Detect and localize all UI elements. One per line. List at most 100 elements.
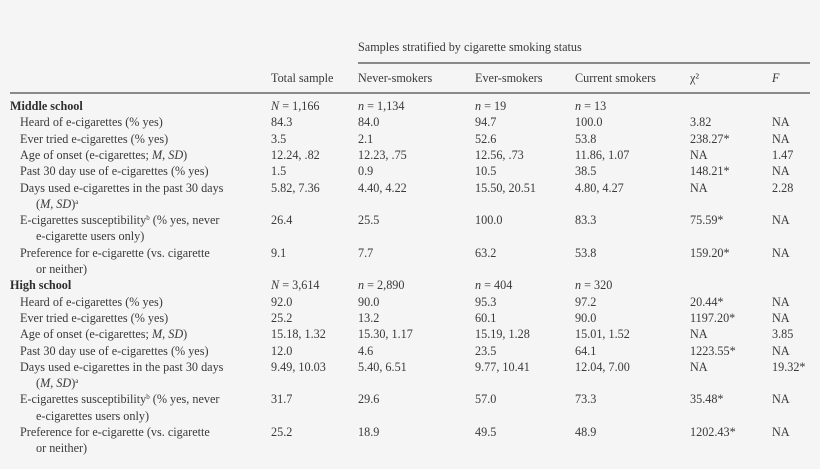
cell-total: 31.7 — [271, 392, 293, 406]
cell-f: NA — [772, 311, 790, 325]
cell-total: 26.4 — [271, 213, 293, 227]
cell-never-smokers: 84.0 — [358, 115, 380, 129]
cell-never-smokers: 0.9 — [358, 164, 374, 178]
section-title: High school — [10, 278, 72, 292]
cell-f: NA — [772, 115, 790, 129]
cell-ever-smokers: 10.5 — [475, 164, 497, 178]
col-header-total: Total sample — [271, 71, 334, 85]
col-header-chi2: χ² — [690, 71, 700, 85]
cell-chi2: 159.20* — [690, 246, 730, 260]
cell-never-smokers: 18.9 — [358, 425, 380, 439]
row-label: Ever tried e-cigarettes (% yes) — [20, 132, 169, 146]
cell-chi2: NA — [690, 360, 708, 374]
cell-ever-smokers: 15.50, 20.51 — [475, 181, 536, 195]
cell-f: NA — [772, 246, 790, 260]
col-header-f: F — [772, 71, 780, 85]
cell-never-smokers: 2.1 — [358, 132, 374, 146]
row-label: E-cigarettes susceptibilityb (% yes, nev… — [20, 392, 220, 406]
row-label-continued: (M, SD)a — [36, 197, 79, 211]
cell-total: 25.2 — [271, 311, 293, 325]
cell-never-smokers: 5.40, 6.51 — [358, 360, 407, 374]
cell-current-smokers: 83.3 — [575, 213, 597, 227]
cell-f: 2.28 — [772, 181, 794, 195]
section-title: Middle school — [10, 99, 83, 113]
cell-ever-smokers: 63.2 — [475, 246, 497, 260]
n-current-smokers: n = 320 — [575, 278, 613, 292]
cell-total: 12.24, .82 — [271, 148, 320, 162]
cell-f: NA — [772, 344, 790, 358]
n-ever-smokers: n = 404 — [475, 278, 513, 292]
cell-current-smokers: 12.04, 7.00 — [575, 360, 630, 374]
cell-current-smokers: 4.80, 4.27 — [575, 181, 624, 195]
cell-never-smokers: 90.0 — [358, 295, 380, 309]
row-label: Age of onset (e-cigarettes; M, SD) — [20, 148, 188, 162]
n-current-smokers: n = 13 — [575, 99, 607, 113]
row-label: Age of onset (e-cigarettes; M, SD) — [20, 327, 188, 341]
cell-total: 92.0 — [271, 295, 293, 309]
cell-current-smokers: 48.9 — [575, 425, 597, 439]
cell-f: NA — [772, 425, 790, 439]
cell-current-smokers: 11.86, 1.07 — [575, 148, 630, 162]
row-label: Preference for e-cigarette (vs. cigarett… — [20, 246, 210, 260]
row-label: Heard of e-cigarettes (% yes) — [20, 115, 163, 129]
cell-current-smokers: 73.3 — [575, 392, 597, 406]
row-label-continued: e-cigarettes users only) — [36, 409, 150, 423]
cell-chi2: 35.48* — [690, 392, 724, 406]
cell-total: 5.82, 7.36 — [271, 181, 320, 195]
col-header-current: Current smokers — [575, 71, 656, 85]
cell-never-smokers: 25.5 — [358, 213, 380, 227]
n-never-smokers: n = 2,890 — [358, 278, 405, 292]
cell-f: NA — [772, 132, 790, 146]
cell-ever-smokers: 15.19, 1.28 — [475, 327, 530, 341]
row-label-continued: (M, SD)a — [36, 376, 79, 390]
cell-f: NA — [772, 164, 790, 178]
cell-chi2: 1223.55* — [690, 344, 736, 358]
cell-chi2: 3.82 — [690, 115, 712, 129]
cell-never-smokers: 12.23, .75 — [358, 148, 407, 162]
cell-f: NA — [772, 295, 790, 309]
cell-ever-smokers: 95.3 — [475, 295, 497, 309]
spanner-rule — [358, 62, 810, 64]
cell-current-smokers: 90.0 — [575, 311, 597, 325]
cell-ever-smokers: 94.7 — [475, 115, 497, 129]
cell-ever-smokers: 100.0 — [475, 213, 503, 227]
n-never-smokers: n = 1,134 — [358, 99, 405, 113]
cell-chi2: 20.44* — [690, 295, 724, 309]
cell-never-smokers: 15.30, 1.17 — [358, 327, 413, 341]
cell-f: 3.85 — [772, 327, 794, 341]
cell-never-smokers: 7.7 — [358, 246, 374, 260]
cell-chi2: NA — [690, 327, 708, 341]
row-label: Heard of e-cigarettes (% yes) — [20, 295, 163, 309]
cell-chi2: 148.21* — [690, 164, 730, 178]
n-total: N = 1,166 — [271, 99, 320, 113]
cell-current-smokers: 64.1 — [575, 344, 597, 358]
cell-total: 84.3 — [271, 115, 293, 129]
cell-chi2: NA — [690, 181, 708, 195]
row-label: E-cigarettes susceptibilityb (% yes, nev… — [20, 213, 220, 227]
cell-current-smokers: 100.0 — [575, 115, 603, 129]
cell-total: 1.5 — [271, 164, 287, 178]
cell-ever-smokers: 12.56, .73 — [475, 148, 524, 162]
cell-chi2: 1202.43* — [690, 425, 736, 439]
cell-f: NA — [772, 213, 790, 227]
cell-chi2: NA — [690, 148, 708, 162]
row-label-continued: e-cigarette users only) — [36, 229, 145, 243]
cell-never-smokers: 4.6 — [358, 344, 374, 358]
cell-ever-smokers: 49.5 — [475, 425, 497, 439]
row-label: Preference for e-cigarette (vs. cigarett… — [20, 425, 210, 439]
row-label: Past 30 day use of e-cigarettes (% yes) — [20, 344, 209, 358]
cell-never-smokers: 13.2 — [358, 311, 380, 325]
spanner-header: Samples stratified by cigarette smoking … — [358, 40, 582, 54]
cell-ever-smokers: 57.0 — [475, 392, 497, 406]
col-header-never: Never-smokers — [358, 71, 433, 85]
header-rule — [10, 92, 810, 94]
cell-current-smokers: 97.2 — [575, 295, 597, 309]
cell-ever-smokers: 52.6 — [475, 132, 497, 146]
cell-current-smokers: 53.8 — [575, 132, 597, 146]
row-label: Days used e-cigarettes in the past 30 da… — [20, 360, 224, 374]
cell-total: 12.0 — [271, 344, 293, 358]
cell-f: 19.32* — [772, 360, 806, 374]
cell-chi2: 238.27* — [690, 132, 730, 146]
row-label: Past 30 day use of e-cigarettes (% yes) — [20, 164, 209, 178]
col-header-ever: Ever-smokers — [475, 71, 543, 85]
